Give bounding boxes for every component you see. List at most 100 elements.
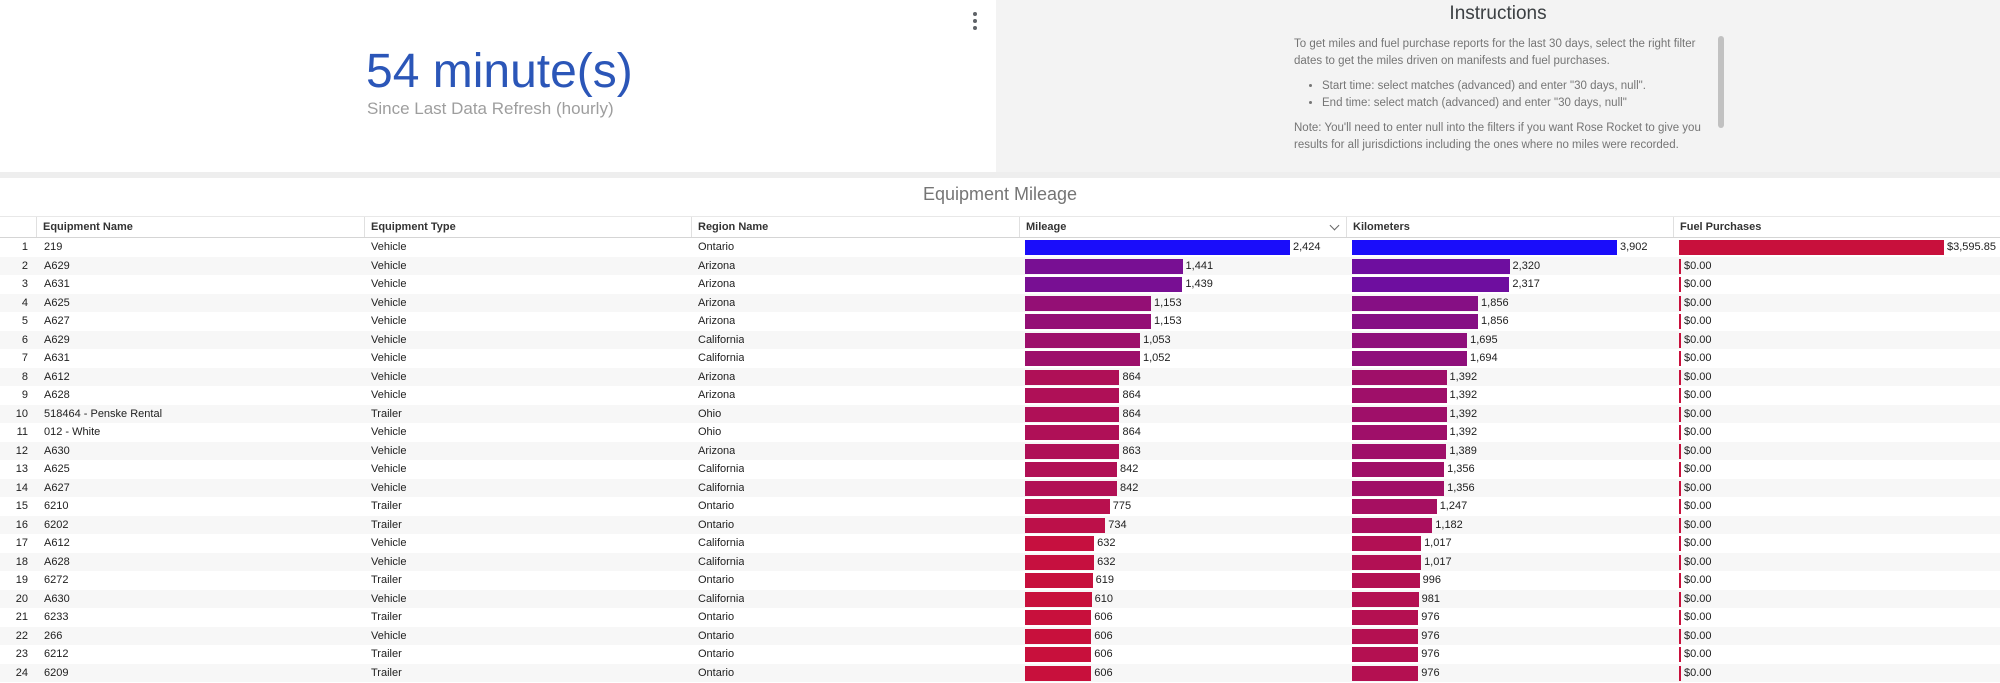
table-row[interactable]: 16 6202 Trailer Ontario 734 1,182 $0.00 — [0, 515, 2000, 534]
more-options-icon[interactable] — [966, 8, 984, 34]
equipment-name-cell: A629 — [44, 259, 70, 272]
fuel-purchases-bar — [1679, 665, 1681, 681]
instructions-scrollbar[interactable] — [1718, 36, 1724, 128]
kilometers-value: 3,902 — [1620, 241, 1648, 253]
instructions-panel: Instructions To get miles and fuel purch… — [996, 0, 2000, 172]
equipment-name-cell: A625 — [44, 463, 70, 475]
fuel-purchases-bar — [1679, 258, 1681, 274]
row-number: 24 — [15, 666, 28, 679]
row-number: 20 — [15, 592, 28, 605]
equipment-name-cell: 6210 — [44, 500, 69, 512]
mileage-bar — [1025, 295, 1152, 311]
table-row[interactable]: 14 A627 Vehicle California 842 1,356 $0.00 — [0, 478, 2000, 497]
fuel-purchases-value: $0.00 — [1684, 537, 1712, 549]
mileage-value: 775 — [1112, 500, 1132, 512]
kilometers-bar — [1352, 369, 1447, 385]
table-row[interactable]: 7 A631 Vehicle California 1,052 1,694 $0.00 — [0, 349, 2000, 368]
table-row[interactable]: 4 A625 Vehicle Arizona 1,153 1,856 $0.00 — [0, 293, 2000, 312]
instructions-body[interactable]: To get miles and fuel purchase reports f… — [1294, 36, 1712, 170]
equipment-name-cell: A631 — [44, 352, 70, 364]
table-row[interactable]: 10 518464 - Penske Rental Trailer Ohio 864 1,… — [0, 404, 2000, 423]
kilometers-bar — [1352, 388, 1447, 403]
region-name-cell: California — [698, 537, 745, 549]
kilometers-value: 1,856 — [1481, 315, 1509, 327]
column-header-region-name[interactable]: Region Name — [691, 217, 1019, 237]
table-row[interactable]: 20 A630 Vehicle California 610 981 $0.00 — [0, 589, 2000, 608]
kilometers-value: 1,356 — [1447, 481, 1475, 494]
equipment-type-cell: Vehicle — [371, 352, 407, 364]
table-row[interactable]: 8 A612 Vehicle Arizona 864 1,392 $0.00 — [0, 367, 2000, 386]
region-name-cell: Ontario — [698, 666, 735, 679]
row-number: 17 — [15, 537, 28, 549]
equipment-name-cell: 6212 — [44, 648, 69, 660]
table-row[interactable]: 1 219 Vehicle Ontario 2,424 3,902 $3,595.85 — [0, 238, 2000, 257]
table-row[interactable]: 19 6272 Trailer Ontario 619 996 $0.00 — [0, 571, 2000, 590]
table-row[interactable]: 11 012 - White Vehicle Ohio 864 1,392 $0.00 — [0, 423, 2000, 442]
table-row[interactable]: 15 6210 Trailer Ontario 775 1,247 $0.00 — [0, 497, 2000, 516]
fuel-purchases-value: $0.00 — [1684, 333, 1712, 346]
kilometers-value: 1,392 — [1449, 389, 1478, 401]
table-row[interactable]: 2 A629 Vehicle Arizona 1,441 2,320 $0.00 — [0, 256, 2000, 275]
region-name-cell: Ontario — [698, 611, 735, 623]
equipment-type-cell: Trailer — [371, 407, 402, 420]
equipment-name-cell: A625 — [44, 296, 70, 309]
table-title: Equipment Mileage — [922, 184, 1078, 204]
column-header-equipment-name[interactable]: Equipment Name — [36, 217, 364, 237]
fuel-purchases-bar — [1679, 480, 1681, 496]
fuel-purchases-bar — [1679, 536, 1681, 551]
column-header-mileage[interactable]: Mileage — [1019, 217, 1346, 237]
table-row[interactable]: 12 A630 Vehicle Arizona 863 1,389 $0.00 — [0, 441, 2000, 460]
table-row[interactable]: 17 A612 Vehicle California 632 1,017 $0.00 — [0, 534, 2000, 553]
kilometers-value: 1,695 — [1470, 333, 1498, 346]
mileage-value: 864 — [1122, 407, 1141, 420]
region-name-cell: Arizona — [698, 259, 736, 272]
region-name-cell: Ontario — [698, 574, 735, 586]
table-row[interactable]: 24 6209 Trailer Ontario 606 976 $0.00 — [0, 663, 2000, 682]
mileage-bar — [1025, 499, 1110, 514]
table-row[interactable]: 3 A631 Vehicle Arizona 1,439 2,317 $0.00 — [0, 275, 2000, 294]
row-number: 3 — [21, 278, 28, 290]
mileage-value: 842 — [1120, 481, 1139, 494]
mileage-value: 863 — [1122, 444, 1141, 457]
column-header-equipment-type[interactable]: Equipment Type — [364, 217, 691, 237]
refresh-scorecard: 54 minute(s) Since Last Data Refresh (ho… — [0, 0, 996, 172]
table-row[interactable]: 6 A629 Vehicle California 1,053 1,695 $0.00 — [0, 330, 2000, 349]
table-row[interactable]: 22 266 Vehicle Ontario 606 976 $0.00 — [0, 626, 2000, 645]
fuel-purchases-value: $0.00 — [1684, 611, 1712, 623]
equipment-type-cell: Vehicle — [371, 592, 407, 605]
kilometers-value: 1,182 — [1435, 518, 1463, 531]
fuel-purchases-bar — [1679, 406, 1681, 422]
equipment-name-cell: 518464 - Penske Rental — [44, 407, 163, 420]
region-name-cell: Ohio — [698, 407, 722, 420]
fuel-purchases-bar — [1679, 369, 1681, 385]
mileage-bar — [1025, 573, 1093, 588]
fuel-purchases-value: $0.00 — [1684, 444, 1712, 457]
kilometers-bar — [1352, 480, 1445, 496]
region-name-cell: Ohio — [698, 426, 722, 438]
equipment-type-cell: Vehicle — [371, 463, 407, 475]
kilometers-value: 1,392 — [1449, 426, 1478, 438]
fuel-purchases-bar — [1679, 443, 1681, 459]
table-row[interactable]: 18 A628 Vehicle California 632 1,017 $0.00 — [0, 552, 2000, 571]
equipment-name-cell: 6233 — [44, 611, 69, 623]
kilometers-value: 1,247 — [1439, 500, 1468, 512]
region-name-cell: California — [698, 463, 745, 475]
table-row[interactable]: 23 6212 Trailer Ontario 606 976 $0.00 — [0, 645, 2000, 664]
mileage-value: 606 — [1094, 648, 1113, 660]
table-row[interactable]: 5 A627 Vehicle Arizona 1,153 1,856 $0.00 — [0, 312, 2000, 331]
row-number: 5 — [21, 315, 28, 327]
column-header-fuel-purchases[interactable]: Fuel Purchases — [1673, 217, 2000, 237]
table-row[interactable]: 9 A628 Vehicle Arizona 864 1,392 $0.00 — [0, 386, 2000, 405]
fuel-purchases-value: $0.00 — [1684, 592, 1712, 605]
kilometers-bar — [1352, 554, 1422, 570]
table-row[interactable]: 21 6233 Trailer Ontario 606 976 $0.00 — [0, 608, 2000, 627]
table-row[interactable]: 13 A625 Vehicle California 842 1,356 $0.00 — [0, 460, 2000, 479]
fuel-purchases-value: $0.00 — [1684, 315, 1712, 327]
fuel-purchases-bar — [1679, 314, 1681, 329]
mileage-bar — [1025, 517, 1106, 533]
column-header-kilometers[interactable]: Kilometers — [1346, 217, 1673, 237]
equipment-name-cell: A628 — [44, 389, 70, 401]
equipment-type-cell: Vehicle — [371, 370, 407, 383]
region-name-cell: Arizona — [698, 315, 736, 327]
region-name-cell: California — [698, 481, 745, 494]
